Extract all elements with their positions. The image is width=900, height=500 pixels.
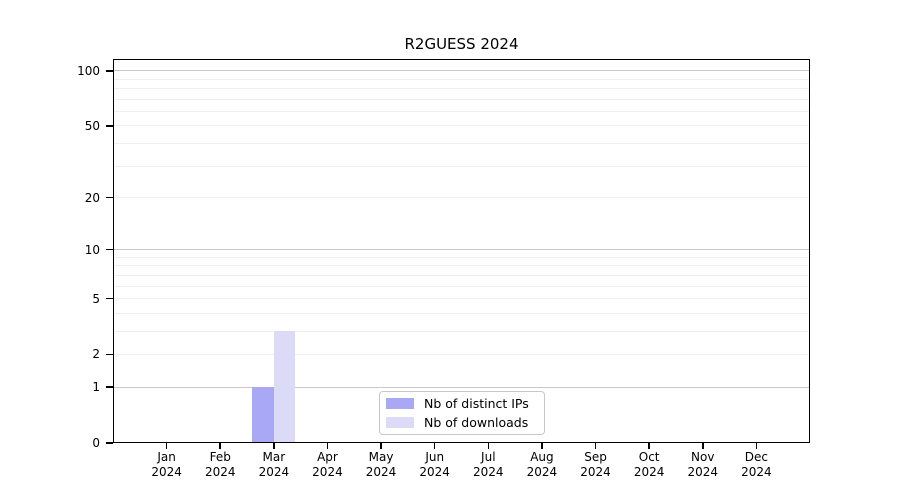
minor-gridline [113, 111, 810, 113]
x-axis-tick [702, 443, 704, 449]
y-axis-tick [106, 196, 113, 199]
y-axis-tick-label: 2 [92, 347, 100, 362]
x-axis-tick-label: Jan 2024 [151, 450, 182, 479]
y-axis-tick-label: 0 [92, 436, 100, 450]
minor-gridline [113, 125, 810, 127]
x-axis-tick [219, 443, 221, 449]
legend-label-distinct-ips: Nb of distinct IPs [424, 395, 529, 411]
minor-gridline [113, 88, 810, 90]
minor-gridline [113, 274, 810, 276]
y-axis-tick [106, 248, 113, 251]
y-axis-tick [106, 297, 113, 300]
minor-gridline [113, 165, 810, 167]
minor-gridline [113, 312, 810, 314]
y-axis-tick [106, 386, 113, 388]
x-axis-tick [380, 443, 382, 449]
x-axis-tick [487, 443, 490, 449]
minor-gridline [113, 298, 810, 300]
x-axis-tick [755, 443, 758, 449]
x-axis-tick [648, 443, 650, 449]
minor-gridline [113, 143, 810, 145]
x-axis-tick [273, 443, 275, 449]
x-axis-tick [541, 443, 543, 449]
minor-gridline [113, 98, 810, 100]
y-axis-tick-label: 50 [84, 118, 100, 133]
minor-gridline [113, 78, 810, 80]
minor-gridline [113, 285, 810, 287]
x-axis-tick-label: Mar 2024 [258, 450, 290, 479]
x-axis-tick-label: Apr 2024 [312, 450, 343, 479]
y-axis-tick [106, 353, 113, 356]
x-axis-tick-label: Jun 2024 [419, 450, 450, 479]
y-axis-tick-label: 10 [84, 242, 100, 257]
major-gridline [113, 70, 810, 72]
legend: Nb of distinct IPs Nb of downloads [379, 391, 545, 435]
plot-area [113, 59, 810, 443]
minor-gridline [113, 353, 810, 355]
x-axis-tick-label: Dec 2024 [741, 450, 772, 479]
y-axis-tick [106, 125, 113, 127]
minor-gridline [113, 197, 810, 198]
legend-swatch-downloads [386, 417, 414, 428]
y-axis-tick-label: 1 [92, 380, 100, 395]
x-axis-tick-label: May 2024 [365, 450, 397, 479]
minor-gridline [113, 265, 810, 267]
legend-swatch-distinct-ips [386, 398, 414, 409]
y-axis-tick-label: 100 [77, 63, 100, 78]
minor-gridline [113, 330, 810, 332]
x-axis-tick-label: Oct 2024 [633, 450, 665, 479]
x-axis-tick-label: Feb 2024 [204, 450, 236, 479]
y-axis-tick [106, 442, 113, 444]
legend-label-downloads: Nb of downloads [424, 414, 529, 430]
minor-gridline [113, 256, 810, 258]
chart-title: R2GUESS 2024 [404, 35, 519, 53]
legend-item-downloads: Nb of downloads [386, 414, 544, 430]
y-axis-tick-label: 5 [92, 291, 100, 306]
major-gridline [113, 249, 810, 251]
x-axis-tick [433, 443, 436, 449]
x-axis-tick [326, 443, 329, 449]
y-axis-tick [106, 70, 113, 72]
x-axis-tick-label: Nov 2024 [687, 450, 719, 479]
x-axis-tick-label: Aug 2024 [526, 450, 558, 479]
x-axis-tick [165, 443, 168, 449]
bar-downloads [273, 331, 296, 443]
x-axis-tick-label: Sep 2024 [580, 450, 611, 479]
y-axis-tick-label: 20 [84, 190, 100, 205]
bar-distinct-ips [252, 387, 274, 443]
major-gridline [113, 386, 810, 388]
x-axis-tick-label: Jul 2024 [473, 450, 504, 479]
legend-item-distinct-ips: Nb of distinct IPs [386, 395, 544, 411]
x-axis-tick [594, 443, 597, 449]
